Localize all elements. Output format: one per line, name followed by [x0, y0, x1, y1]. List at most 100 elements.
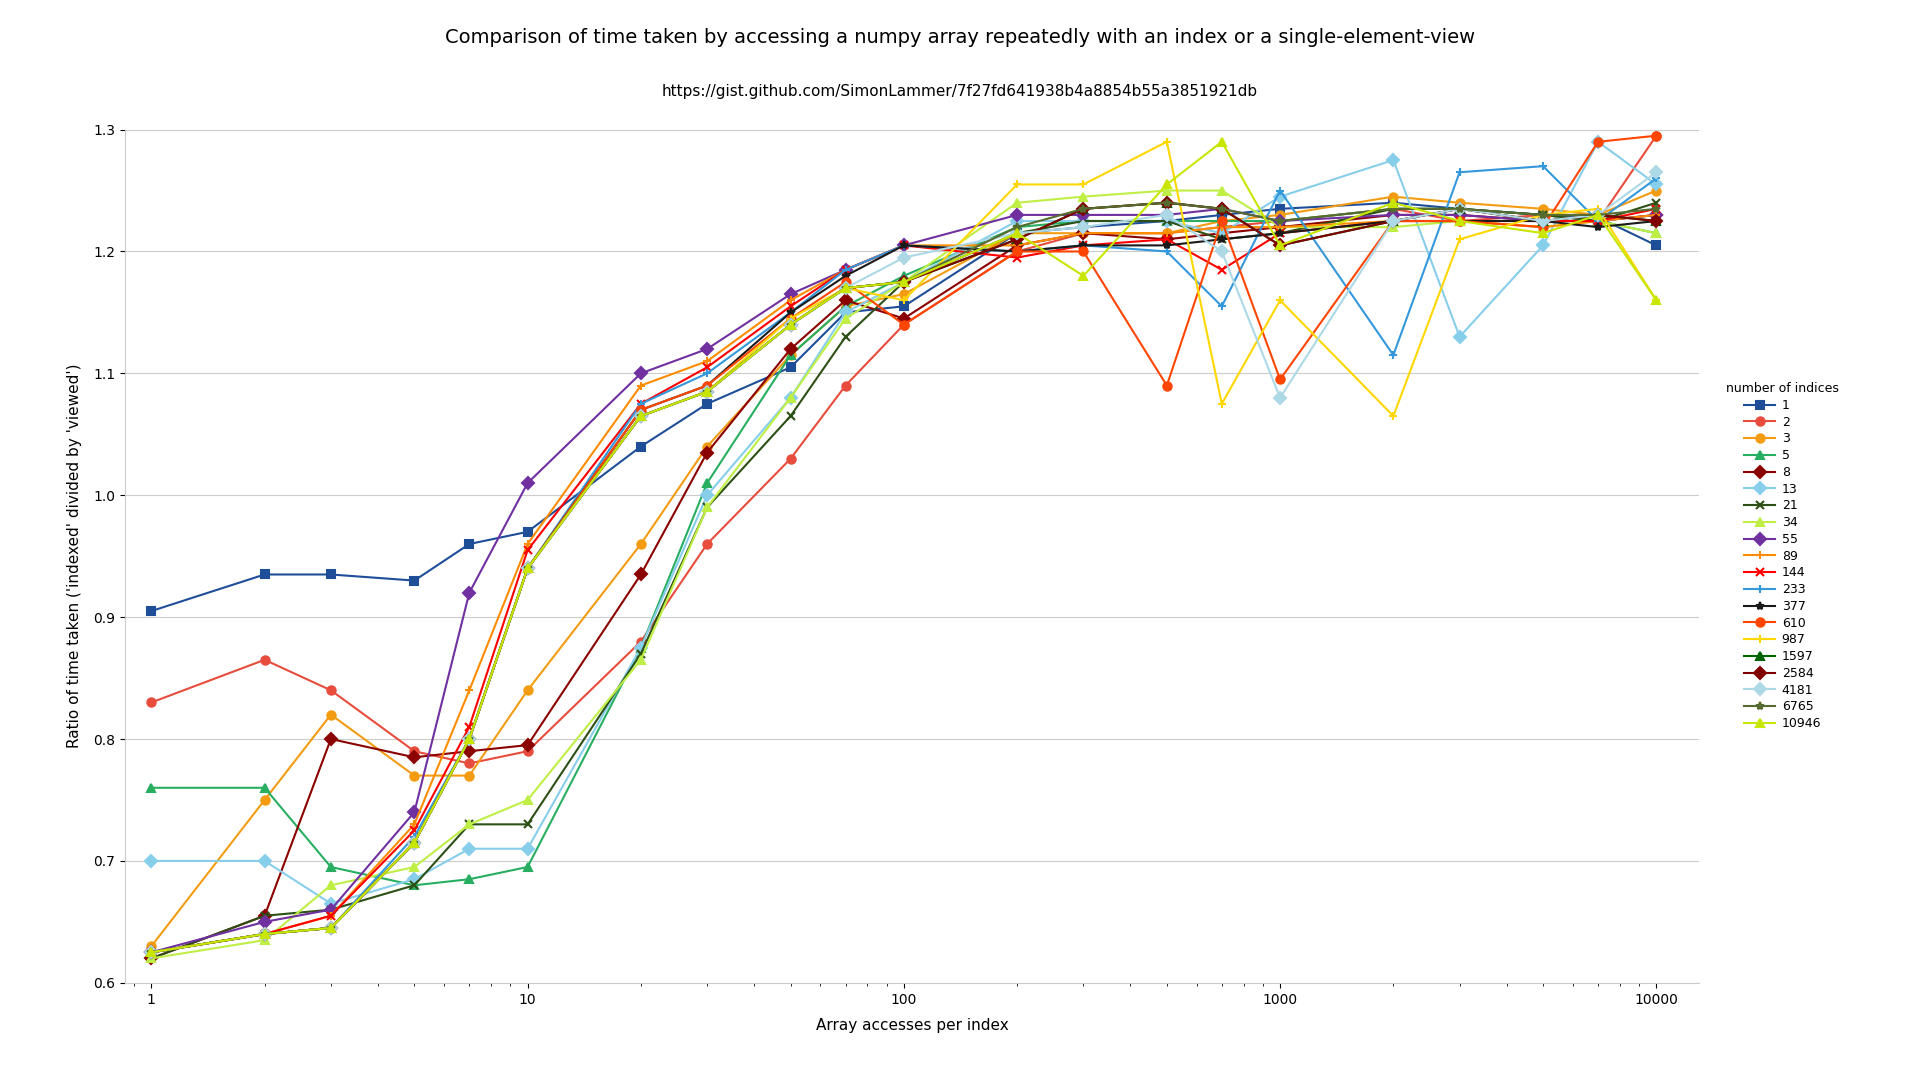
2	[1156, 227, 1179, 240]
233	[1382, 349, 1405, 362]
13	[630, 642, 653, 654]
34	[319, 879, 342, 892]
5	[833, 300, 856, 313]
13	[457, 842, 480, 855]
233	[140, 946, 163, 959]
5	[403, 879, 426, 892]
13	[1156, 215, 1179, 228]
8	[630, 568, 653, 581]
8	[1156, 233, 1179, 246]
377	[516, 562, 540, 575]
377	[1382, 215, 1405, 228]
89	[1006, 239, 1029, 252]
5	[1382, 202, 1405, 215]
4181	[319, 921, 342, 934]
987	[893, 294, 916, 307]
55	[780, 287, 803, 300]
144	[319, 909, 342, 922]
2	[516, 745, 540, 758]
610	[516, 562, 540, 575]
610	[1269, 373, 1292, 386]
2	[893, 319, 916, 332]
610	[457, 732, 480, 745]
377	[1532, 215, 1555, 228]
10946	[780, 319, 803, 332]
10946	[1645, 294, 1668, 307]
21	[1210, 233, 1233, 246]
21	[1448, 202, 1471, 215]
377	[1210, 233, 1233, 246]
4181	[253, 928, 276, 941]
3	[630, 538, 653, 551]
5	[780, 349, 803, 362]
987	[1532, 208, 1555, 221]
10946	[403, 836, 426, 849]
3	[1448, 197, 1471, 210]
Line: 3: 3	[148, 187, 1661, 950]
377	[1645, 215, 1668, 228]
13	[1532, 239, 1555, 252]
34	[1382, 220, 1405, 233]
5	[1210, 215, 1233, 228]
6765	[780, 319, 803, 332]
8	[1269, 220, 1292, 233]
610	[1645, 130, 1668, 143]
8	[253, 909, 276, 922]
13	[1586, 135, 1609, 148]
377	[140, 946, 163, 959]
5	[695, 476, 718, 489]
377	[1156, 239, 1179, 252]
34	[695, 501, 718, 514]
1597	[516, 562, 540, 575]
610	[1382, 215, 1405, 228]
2584	[780, 319, 803, 332]
1	[1269, 202, 1292, 215]
55	[516, 476, 540, 489]
13	[1269, 190, 1292, 203]
4181	[780, 319, 803, 332]
34	[833, 312, 856, 325]
5	[140, 781, 163, 794]
8	[780, 342, 803, 355]
89	[253, 928, 276, 941]
4181	[403, 836, 426, 849]
987	[630, 409, 653, 422]
8	[833, 294, 856, 307]
89	[780, 294, 803, 307]
89	[893, 239, 916, 252]
55	[1071, 208, 1094, 221]
144	[1532, 215, 1555, 228]
5	[1071, 215, 1094, 228]
10946	[630, 409, 653, 422]
233	[1645, 172, 1668, 185]
55	[833, 264, 856, 276]
13	[1382, 153, 1405, 166]
10946	[1532, 227, 1555, 240]
2584	[893, 275, 916, 288]
55	[1532, 215, 1555, 228]
987	[1269, 294, 1292, 307]
2584	[140, 946, 163, 959]
1597	[140, 946, 163, 959]
89	[1532, 220, 1555, 233]
8	[893, 312, 916, 325]
2	[253, 653, 276, 666]
3	[1156, 227, 1179, 240]
8	[516, 739, 540, 752]
2	[630, 635, 653, 648]
610	[893, 319, 916, 332]
2	[1071, 227, 1094, 240]
34	[140, 951, 163, 964]
55	[695, 342, 718, 355]
Line: 610: 610	[148, 132, 1661, 957]
34	[1071, 190, 1094, 203]
4181	[1382, 215, 1405, 228]
233	[1269, 184, 1292, 197]
1597	[319, 921, 342, 934]
2	[1448, 215, 1471, 228]
13	[1645, 178, 1668, 191]
5	[1269, 215, 1292, 228]
X-axis label: Array accesses per index: Array accesses per index	[816, 1017, 1008, 1032]
233	[319, 921, 342, 934]
1	[630, 440, 653, 453]
